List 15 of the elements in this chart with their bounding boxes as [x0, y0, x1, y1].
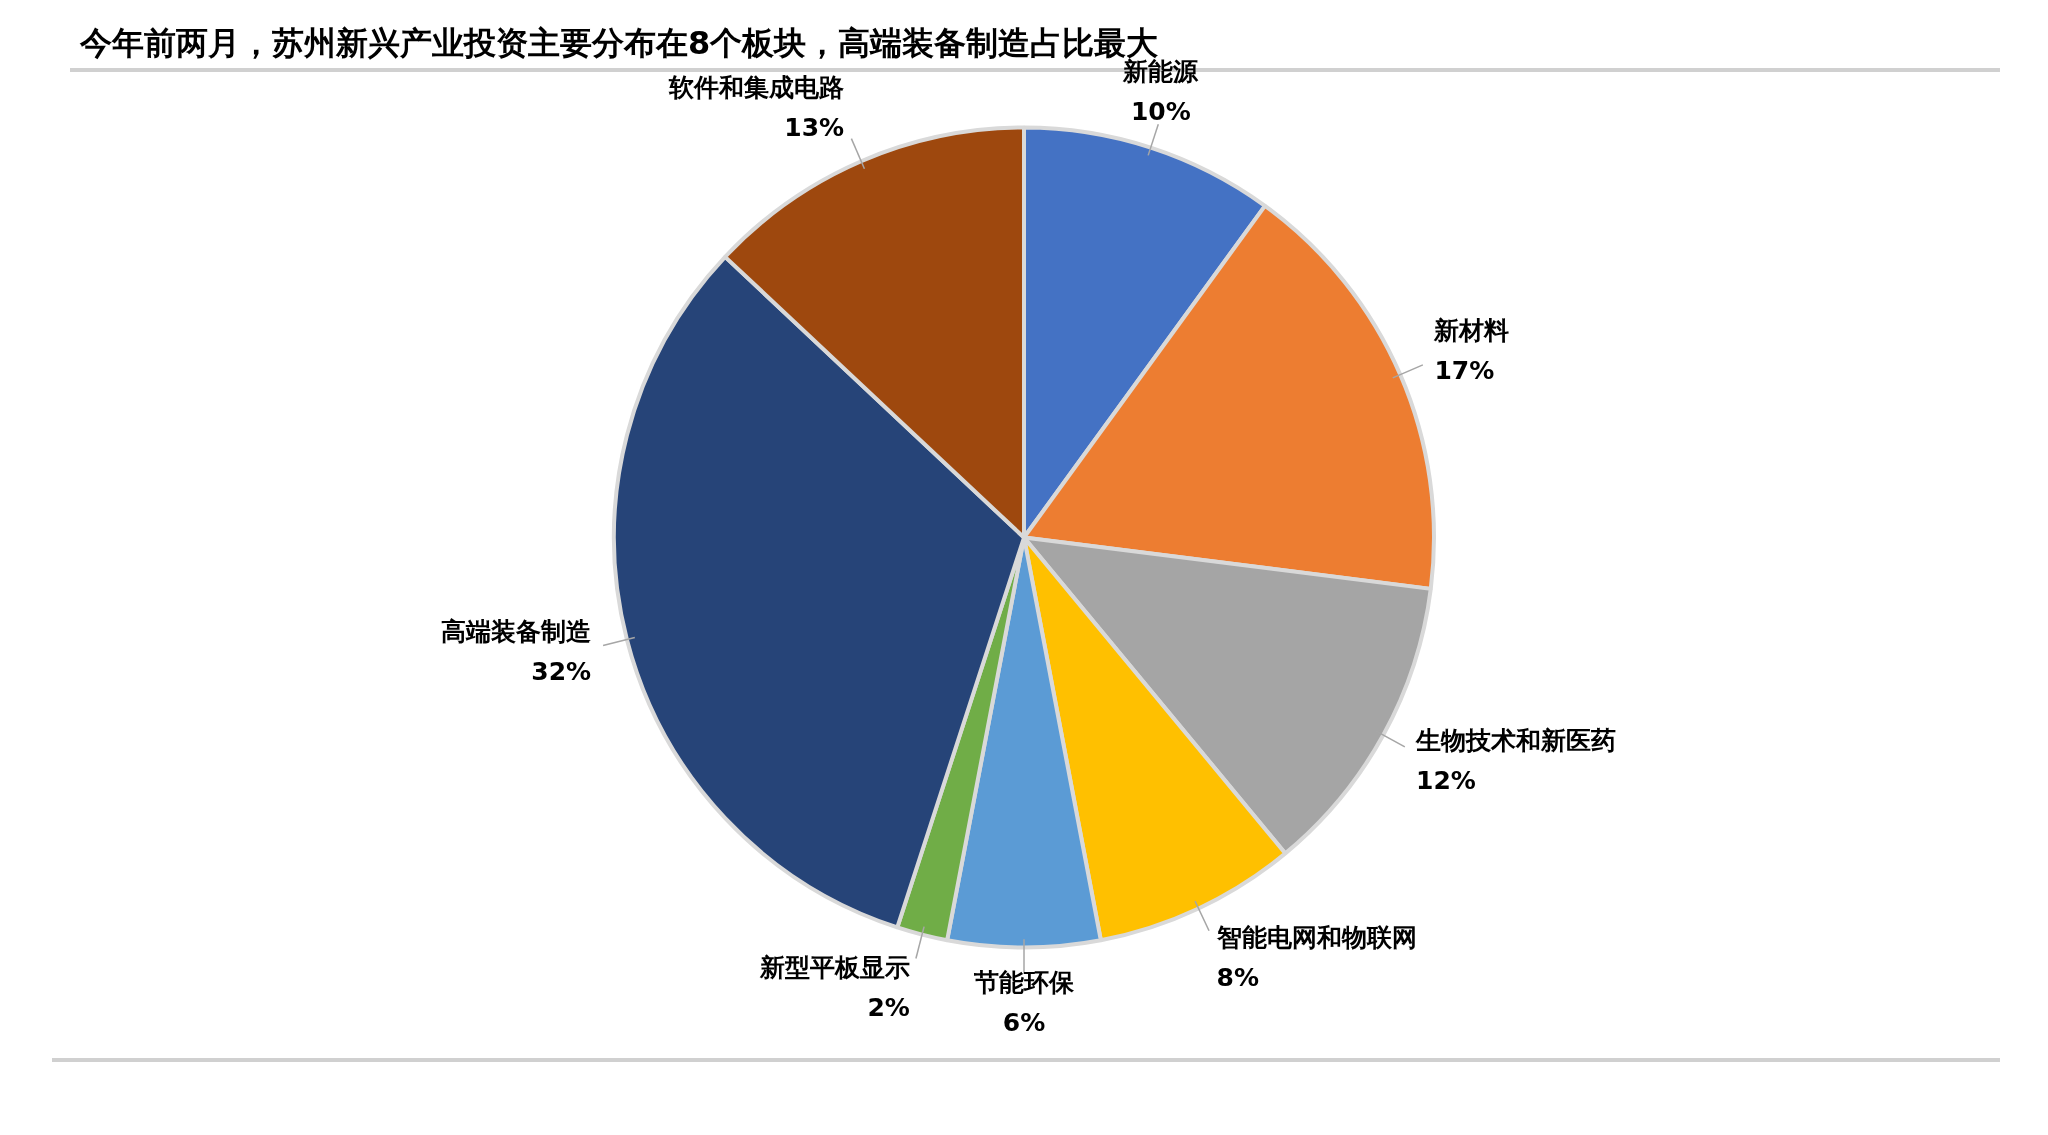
slice-label: 生物技术和新医药 — [1415, 725, 1617, 755]
data-label: 10% — [1130, 97, 1191, 127]
data-label: 17% — [1434, 355, 1495, 385]
slice-label: 智能电网和物联网 — [1215, 923, 1417, 953]
data-label: 2% — [867, 993, 910, 1023]
data-label: 12% — [1416, 765, 1476, 795]
data-label: 32% — [531, 657, 592, 687]
slice-label: 新型平板显示 — [758, 953, 910, 983]
slice-label: 新材料 — [1433, 315, 1510, 345]
slice-label: 节能环保 — [973, 967, 1075, 997]
data-label: 6% — [1002, 1007, 1046, 1037]
slice-label: 软件和集成电路 — [668, 72, 845, 102]
slice-label: 高端装备制造 — [441, 617, 592, 647]
data-label: 8% — [1216, 963, 1259, 993]
data-label: 13% — [784, 112, 845, 142]
